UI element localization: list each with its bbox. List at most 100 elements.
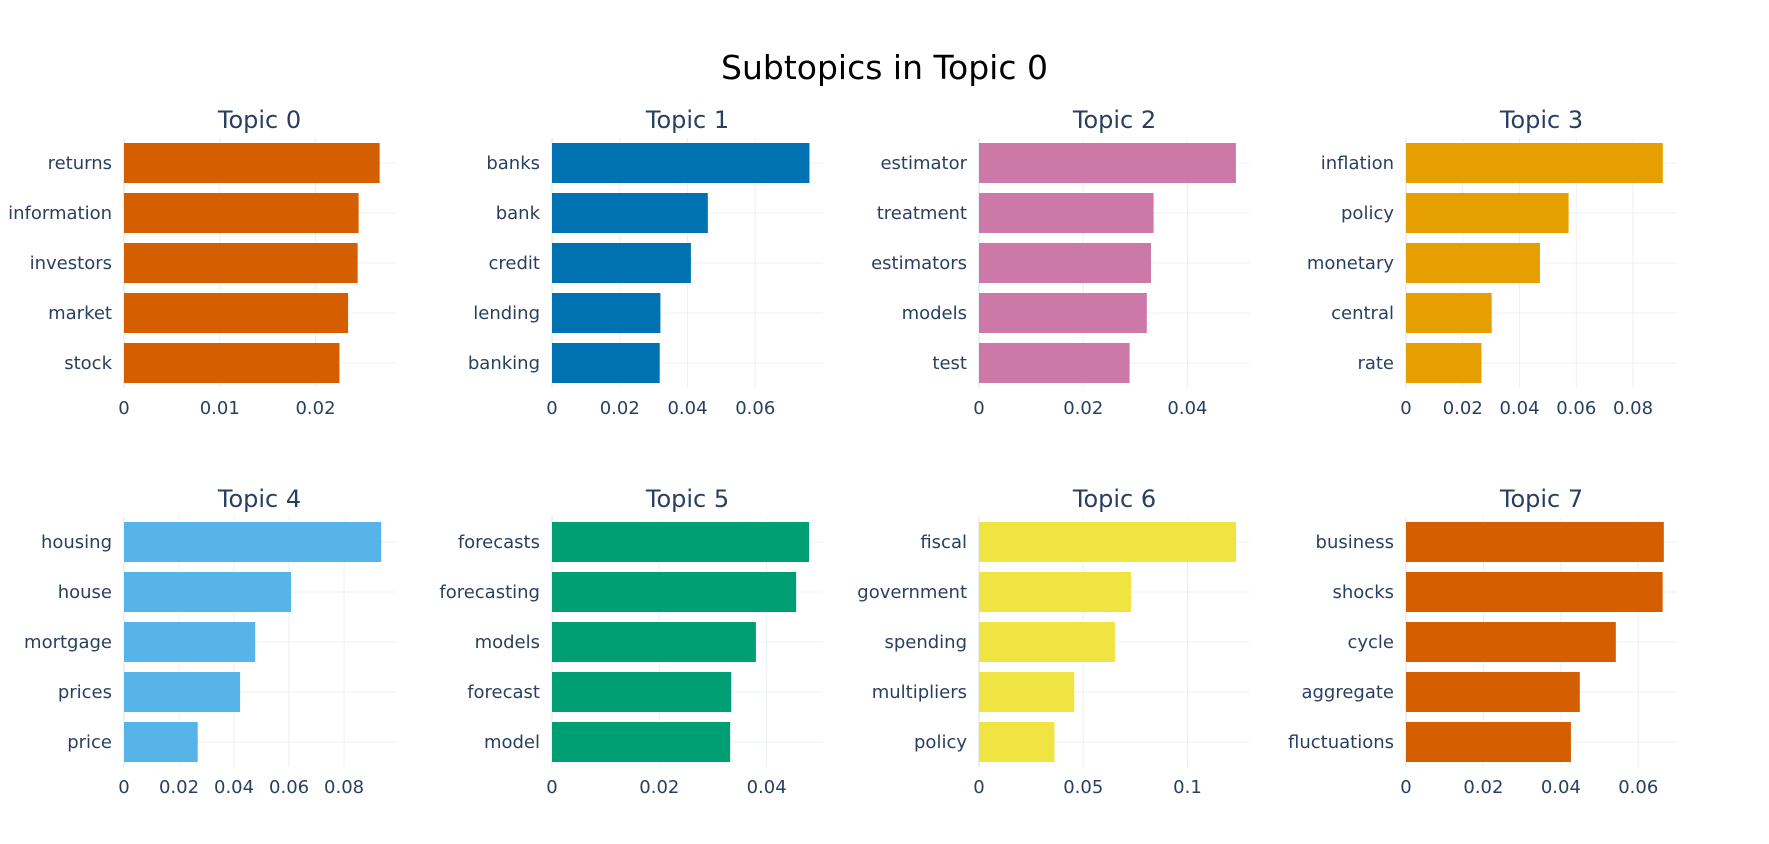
- category-label: model: [484, 732, 540, 753]
- bar-lending[interactable]: [552, 293, 661, 333]
- bar-returns[interactable]: [124, 143, 380, 183]
- bar-house[interactable]: [124, 572, 292, 612]
- x-tick-label: 0: [973, 777, 984, 798]
- bar-central[interactable]: [1406, 293, 1492, 333]
- category-label: house: [58, 582, 112, 603]
- x-tick-label: 0.05: [1063, 777, 1103, 798]
- bar-models[interactable]: [979, 293, 1147, 333]
- x-tick-label: 0: [973, 398, 984, 419]
- x-tick-label: 0.04: [667, 398, 707, 419]
- category-label: returns: [48, 153, 112, 174]
- bar-treatment[interactable]: [979, 193, 1154, 233]
- category-label: spending: [884, 632, 967, 653]
- x-tick-label: 0.04: [1541, 777, 1581, 798]
- category-label: bank: [496, 203, 541, 224]
- bar-information[interactable]: [124, 193, 359, 233]
- x-tick-label: 0.06: [735, 398, 775, 419]
- bar-forecasting[interactable]: [552, 572, 797, 612]
- subplot-topic-7: business shocks cycle aggregate fluctuations…: [1288, 485, 1677, 798]
- x-tick-label: 0: [546, 398, 557, 419]
- subplot-topic-6: fiscal government spending multipliers polic…: [857, 485, 1250, 798]
- category-label: housing: [41, 532, 112, 553]
- bar-prices[interactable]: [124, 672, 241, 712]
- category-label: models: [475, 632, 540, 653]
- bar-banks[interactable]: [552, 143, 810, 183]
- category-label: fluctuations: [1288, 732, 1394, 753]
- bar-spending[interactable]: [979, 622, 1115, 662]
- x-tick-label: 0.02: [1463, 777, 1503, 798]
- category-label: central: [1331, 303, 1394, 324]
- category-label: estimators: [871, 253, 967, 274]
- category-label: business: [1316, 532, 1394, 553]
- x-tick-label: 0.02: [639, 777, 679, 798]
- category-label: fiscal: [920, 532, 967, 553]
- bar-models[interactable]: [552, 622, 756, 662]
- bar-estimators[interactable]: [979, 243, 1151, 283]
- category-label: test: [932, 353, 967, 374]
- category-label: forecasts: [458, 532, 540, 553]
- bar-banking[interactable]: [552, 343, 660, 383]
- bar-investors[interactable]: [124, 243, 358, 283]
- category-label: price: [67, 732, 112, 753]
- category-label: forecasting: [439, 582, 540, 603]
- bar-rate[interactable]: [1406, 343, 1482, 383]
- bar-price[interactable]: [124, 722, 198, 762]
- bar-government[interactable]: [979, 572, 1131, 612]
- bar-fluctuations[interactable]: [1406, 722, 1571, 762]
- bar-test[interactable]: [979, 343, 1130, 383]
- bar-forecast[interactable]: [552, 672, 732, 712]
- subplot-title: Topic 1: [645, 106, 729, 134]
- category-label: inflation: [1321, 153, 1394, 174]
- x-tick-label: 0.06: [1556, 398, 1596, 419]
- bar-fiscal[interactable]: [979, 522, 1237, 562]
- bar-credit[interactable]: [552, 243, 691, 283]
- bar-forecasts[interactable]: [552, 522, 810, 562]
- subplot-title: Topic 3: [1499, 106, 1583, 134]
- x-tick-label: 0.02: [1063, 398, 1103, 419]
- subplot-title: Topic 2: [1072, 106, 1156, 134]
- bar-monetary[interactable]: [1406, 243, 1540, 283]
- bar-policy[interactable]: [979, 722, 1055, 762]
- category-label: multipliers: [872, 682, 967, 703]
- category-label: estimator: [880, 153, 967, 174]
- bar-inflation[interactable]: [1406, 143, 1663, 183]
- category-label: aggregate: [1301, 682, 1394, 703]
- category-label: investors: [30, 253, 112, 274]
- x-tick-label: 0: [1400, 398, 1411, 419]
- bar-housing[interactable]: [124, 522, 382, 562]
- bar-shocks[interactable]: [1406, 572, 1663, 612]
- category-label: cycle: [1347, 632, 1394, 653]
- bar-business[interactable]: [1406, 522, 1664, 562]
- bar-multipliers[interactable]: [979, 672, 1075, 712]
- x-tick-label: 0.02: [600, 398, 640, 419]
- x-tick-label: 0.01: [200, 398, 240, 419]
- x-tick-label: 0: [546, 777, 557, 798]
- bar-market[interactable]: [124, 293, 349, 333]
- category-label: market: [48, 303, 112, 324]
- category-label: stock: [64, 353, 112, 374]
- subplot-topic-3: inflation policy monetary central rate 0 0.02 0…: [1307, 106, 1677, 419]
- category-label: models: [902, 303, 967, 324]
- bar-policy[interactable]: [1406, 193, 1569, 233]
- bar-model[interactable]: [552, 722, 731, 762]
- bar-aggregate[interactable]: [1406, 672, 1580, 712]
- subplot-title: Topic 7: [1499, 485, 1583, 513]
- subplot-title: Topic 5: [645, 485, 729, 513]
- category-label: policy: [1341, 203, 1394, 224]
- category-label: credit: [489, 253, 540, 274]
- x-tick-label: 0: [118, 398, 129, 419]
- x-tick-label: 0.04: [214, 777, 254, 798]
- x-tick-label: 0.02: [159, 777, 199, 798]
- bar-bank[interactable]: [552, 193, 708, 233]
- category-label: lending: [473, 303, 540, 324]
- bar-estimator[interactable]: [979, 143, 1236, 183]
- bar-mortgage[interactable]: [124, 622, 256, 662]
- bar-stock[interactable]: [124, 343, 340, 383]
- subplot-title: Topic 6: [1072, 485, 1156, 513]
- subplot-topic-0: returns information investors market stock 0 0…: [8, 106, 395, 419]
- x-tick-label: 0.08: [324, 777, 364, 798]
- bar-cycle[interactable]: [1406, 622, 1616, 662]
- category-label: policy: [914, 732, 967, 753]
- category-label: banking: [468, 353, 540, 374]
